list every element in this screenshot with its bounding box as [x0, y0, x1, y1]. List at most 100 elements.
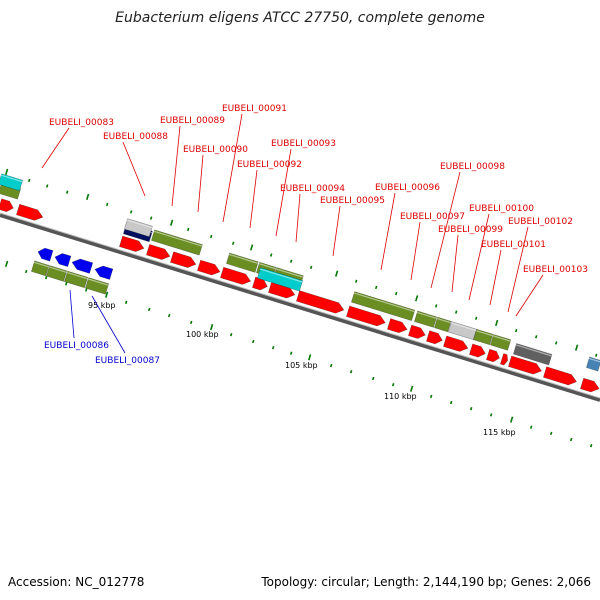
gc-mark: [28, 178, 31, 183]
gc-mark: [186, 227, 190, 232]
forward-gene-label[interactable]: EUBELI_00097: [400, 212, 465, 222]
gc-mark: [434, 304, 438, 308]
cds-arrow: [119, 235, 145, 252]
cds-arrow: [426, 330, 443, 345]
gc-mark: [289, 351, 293, 355]
gc-mark: [355, 279, 358, 283]
label-leader: [295, 193, 301, 243]
cds-arrow: [346, 305, 386, 327]
gene-box: [434, 316, 452, 333]
gc-mark: [289, 259, 293, 263]
gene-box: [64, 270, 89, 289]
gc-mark: [334, 270, 339, 277]
cds-arrow: [197, 259, 221, 276]
forward-gene-label[interactable]: EUBELI_00091: [222, 104, 287, 114]
forward-gene-label[interactable]: EUBELI_00098: [440, 162, 505, 172]
forward-gene-label[interactable]: EUBELI_00095: [320, 196, 385, 206]
label-leader: [41, 127, 70, 169]
gc-mark: [515, 328, 518, 333]
forward-gene-label[interactable]: EUBELI_00099: [438, 225, 503, 235]
gc-mark: [395, 291, 398, 296]
label-leader: [171, 125, 181, 207]
gc-mark: [549, 431, 553, 436]
gc-mark: [232, 241, 235, 246]
gc-mark: [272, 345, 275, 350]
gc-mark: [509, 416, 514, 423]
forward-gene-label[interactable]: EUBELI_00093: [271, 139, 336, 149]
cds-arrow: [16, 203, 44, 221]
gene-box: [46, 265, 68, 282]
gc-mark: [5, 260, 9, 268]
reverse-gene-label[interactable]: EUBELI_00087: [95, 356, 160, 366]
reverse-gene-label[interactable]: EUBELI_00086: [44, 341, 109, 351]
gc-mark: [374, 285, 378, 290]
forward-gene-label[interactable]: EUBELI_00096: [375, 183, 440, 193]
scale-tick-label: 95 kbp: [88, 301, 116, 310]
label-leader: [122, 141, 146, 197]
reverse-cds-arrow: [71, 258, 94, 274]
gc-mark: [130, 210, 133, 214]
gc-mark: [25, 269, 28, 274]
gc-mark: [230, 333, 233, 337]
label-leader: [222, 113, 243, 223]
gc-mark: [455, 310, 458, 314]
forward-gene-label[interactable]: EUBELI_00102: [508, 217, 573, 227]
gc-mark: [86, 193, 90, 200]
label-leader: [380, 192, 396, 271]
gc-mark: [125, 300, 128, 305]
accession-text: Accession: NC_012778: [8, 575, 145, 589]
gc-mark: [430, 394, 433, 399]
gc-mark: [409, 385, 414, 392]
scale-tick-label: 110 kbp: [384, 392, 417, 401]
reverse-cds-arrow: [37, 247, 54, 262]
gc-mark: [475, 316, 478, 320]
label-leader: [489, 249, 502, 306]
cds-arrow: [146, 244, 171, 260]
forward-gene-label[interactable]: EUBELI_00092: [237, 160, 302, 170]
forward-gene-label[interactable]: EUBELI_00090: [183, 145, 248, 155]
cds-arrow: [170, 251, 197, 268]
gc-mark: [150, 216, 153, 220]
gene-box: [31, 260, 50, 277]
label-leader: [197, 154, 204, 213]
cds-arrow: [296, 290, 345, 314]
gc-skew-marks: [5, 168, 598, 448]
gc-mark: [5, 168, 9, 176]
gc-mark: [495, 319, 499, 327]
gc-mark: [270, 253, 273, 257]
trna-box: [0, 173, 24, 192]
gc-mark: [209, 234, 213, 239]
forward-gene-label[interactable]: EUBELI_00088: [103, 132, 168, 142]
cds-arrow: [486, 348, 500, 363]
cds-arrow: [500, 353, 509, 366]
forward-gene-label[interactable]: EUBELI_00101: [481, 240, 546, 250]
cds-arrow: [508, 355, 542, 375]
gc-mark: [554, 341, 558, 345]
forward-gene-label[interactable]: EUBELI_00094: [280, 184, 345, 194]
forward-gene-label[interactable]: EUBELI_00083: [49, 118, 114, 128]
label-leader: [69, 289, 75, 339]
feature-labels: EUBELI_00083 EUBELI_00088 EUBELI_00089 EUBE…: [41, 104, 588, 366]
forward-gene-label[interactable]: EUBELI_00089: [160, 116, 225, 126]
gc-mark: [148, 307, 151, 312]
gc-mark: [168, 313, 171, 318]
misc-feature-box: [513, 343, 553, 366]
gene-box: [490, 334, 512, 351]
feature-track: [0, 173, 600, 393]
map-title: Eubacterium eligens ATCC 27750, complete…: [115, 10, 485, 26]
cds-arrow: [0, 198, 14, 213]
gene-box: [85, 277, 110, 295]
label-leader: [91, 295, 126, 354]
reverse-cds-arrow: [94, 265, 114, 280]
gc-mark: [415, 295, 419, 302]
label-leader: [249, 169, 258, 229]
gc-mark: [104, 291, 109, 298]
forward-gene-label[interactable]: EUBELI_00100: [469, 204, 534, 214]
genome-summary: Topology: circular; Length: 2,144,190 bp…: [261, 575, 591, 589]
gc-mark: [252, 339, 255, 344]
label-leader: [515, 274, 544, 317]
cds-arrow: [469, 343, 486, 358]
forward-gene-label[interactable]: EUBELI_00103: [523, 265, 588, 275]
label-leader: [507, 226, 529, 313]
